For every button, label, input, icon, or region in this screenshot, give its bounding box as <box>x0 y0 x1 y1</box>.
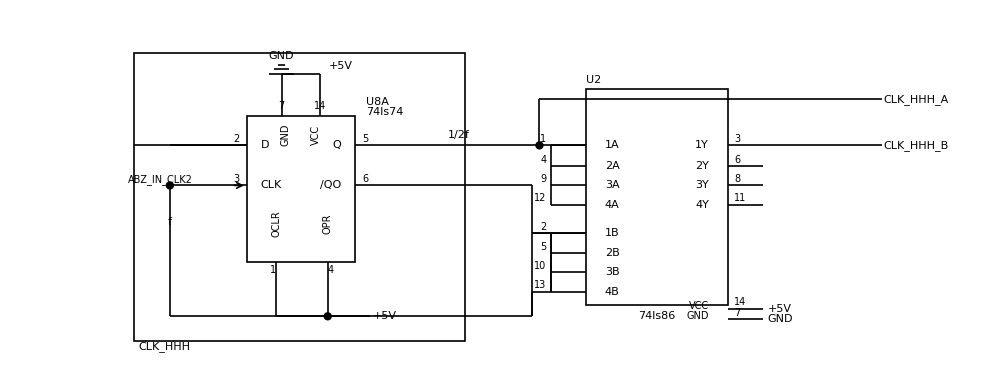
Text: /QO: /QO <box>320 181 341 190</box>
Text: CLK_HHH: CLK_HHH <box>138 341 190 352</box>
Text: VCC: VCC <box>311 124 321 145</box>
Text: 1/2f: 1/2f <box>448 129 470 140</box>
Text: 7: 7 <box>734 308 741 318</box>
Bar <box>586 89 728 305</box>
Text: GND: GND <box>280 123 290 146</box>
Circle shape <box>324 313 331 320</box>
Text: 11: 11 <box>734 193 747 204</box>
Text: 3Y: 3Y <box>695 181 709 190</box>
Text: 4Y: 4Y <box>695 200 709 210</box>
Text: 74ls86: 74ls86 <box>638 310 676 321</box>
Text: 2: 2 <box>540 222 546 232</box>
Text: +5V: +5V <box>372 311 396 321</box>
Text: 1Y: 1Y <box>695 140 709 151</box>
Text: 3: 3 <box>233 174 239 184</box>
Text: 74ls74: 74ls74 <box>366 107 404 117</box>
Text: 13: 13 <box>534 280 546 291</box>
Text: 4: 4 <box>540 155 546 165</box>
Text: 1A: 1A <box>605 140 620 151</box>
Text: 14: 14 <box>314 101 326 111</box>
Text: 3B: 3B <box>605 268 620 277</box>
Text: 2: 2 <box>233 134 239 144</box>
Text: 4B: 4B <box>605 287 620 297</box>
Text: U2: U2 <box>586 75 601 85</box>
Text: CLK_HHH_B: CLK_HHH_B <box>884 140 949 151</box>
Text: VCC: VCC <box>689 301 709 310</box>
Text: U8A: U8A <box>366 97 389 107</box>
Circle shape <box>536 142 543 149</box>
Text: Q: Q <box>332 140 341 151</box>
Text: 5: 5 <box>540 242 546 252</box>
Text: GND: GND <box>767 314 793 324</box>
Text: CLK_HHH_A: CLK_HHH_A <box>884 94 949 105</box>
Text: 5: 5 <box>362 134 369 144</box>
Text: 6: 6 <box>734 155 740 165</box>
Text: 14: 14 <box>734 298 747 307</box>
Text: 1: 1 <box>270 265 276 275</box>
Text: OCLR: OCLR <box>271 211 281 237</box>
Bar <box>247 116 355 262</box>
Text: +5V: +5V <box>329 61 353 71</box>
Text: 6: 6 <box>362 174 368 184</box>
Circle shape <box>166 182 173 189</box>
Text: CLK: CLK <box>261 181 282 190</box>
Text: 3: 3 <box>734 134 740 144</box>
Text: 7: 7 <box>278 101 285 111</box>
Text: 4A: 4A <box>605 200 620 210</box>
Bar <box>134 53 465 341</box>
Text: 4: 4 <box>328 265 334 275</box>
Text: GND: GND <box>269 51 294 61</box>
Text: +5V: +5V <box>767 303 791 314</box>
Text: GND: GND <box>686 311 709 321</box>
Text: ABZ_IN_CLK2: ABZ_IN_CLK2 <box>128 174 192 185</box>
Text: 1: 1 <box>540 134 546 144</box>
Text: 9: 9 <box>540 174 546 184</box>
Text: OPR: OPR <box>323 214 333 234</box>
Text: 2B: 2B <box>605 248 620 258</box>
Text: 3A: 3A <box>605 181 620 190</box>
Text: 1B: 1B <box>605 228 620 238</box>
Text: f: f <box>168 217 172 227</box>
Text: 8: 8 <box>734 174 740 184</box>
Text: 2Y: 2Y <box>695 161 709 171</box>
Text: 12: 12 <box>534 193 546 204</box>
Text: 2A: 2A <box>605 161 620 171</box>
Text: 10: 10 <box>534 261 546 271</box>
Text: D: D <box>261 140 269 151</box>
